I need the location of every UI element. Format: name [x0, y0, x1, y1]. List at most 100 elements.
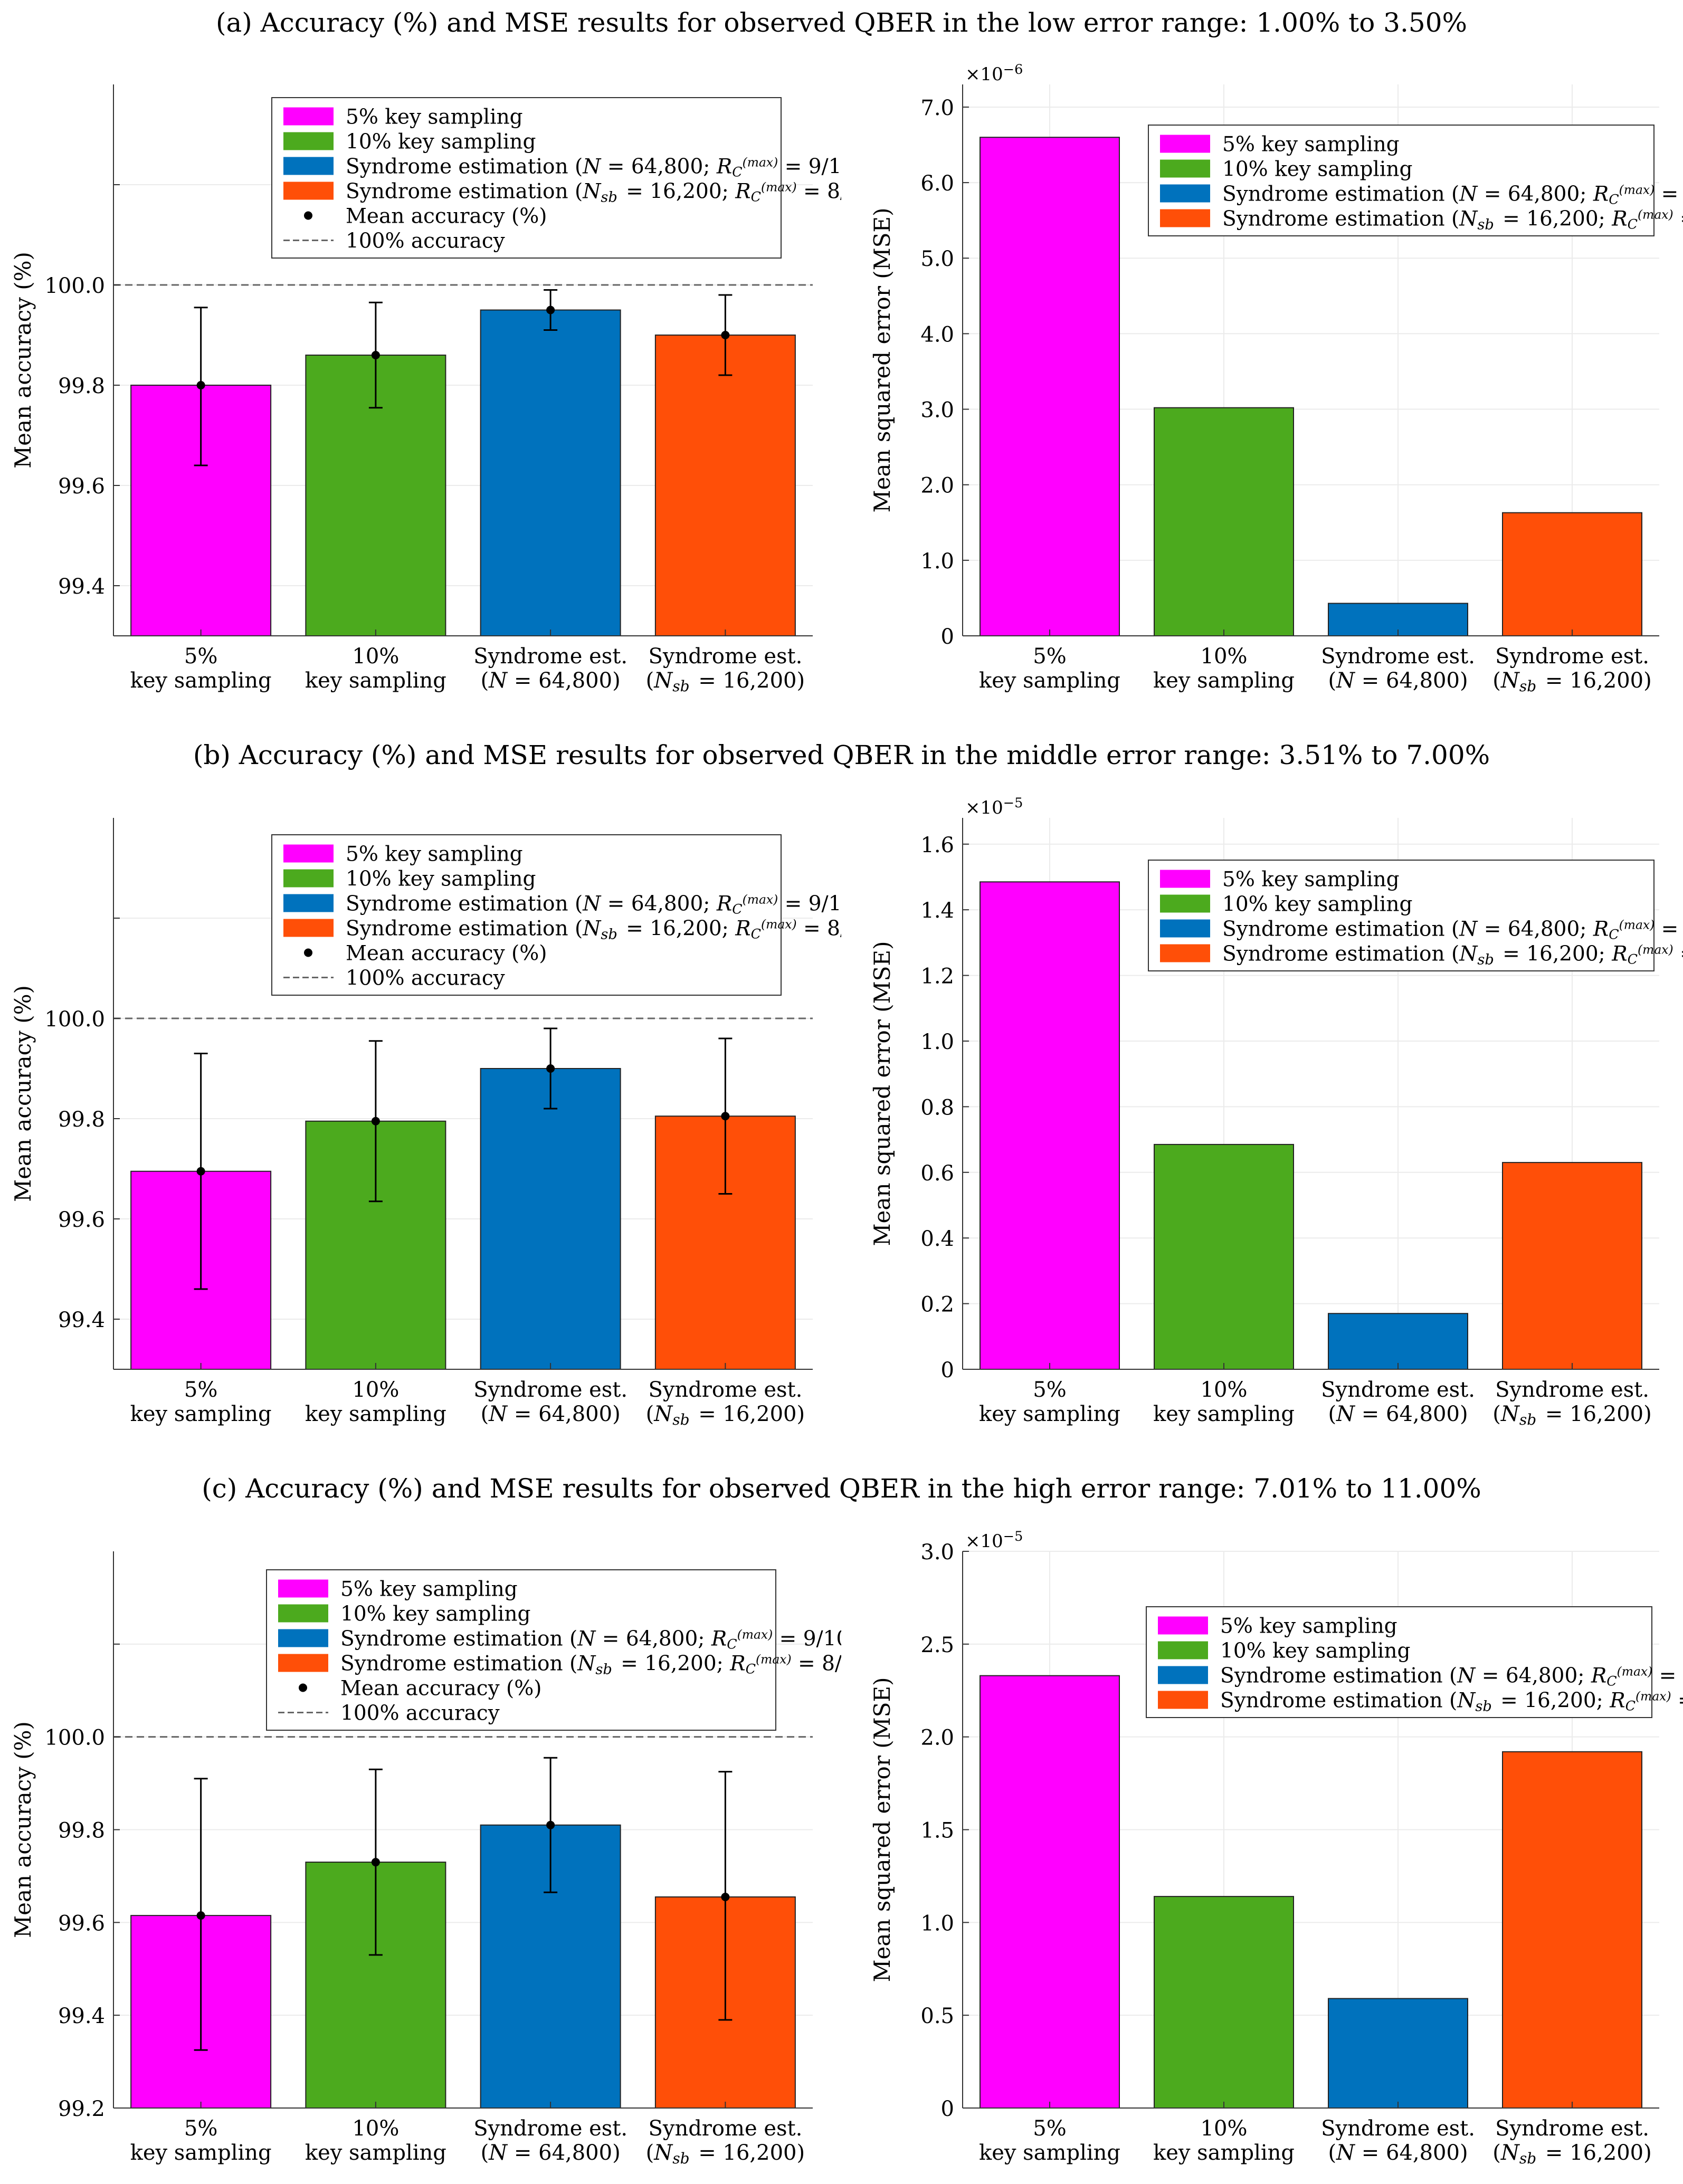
- legend-entry: 5% key sampling: [340, 1578, 518, 1601]
- y-tick-label: 100.0: [44, 1007, 105, 1032]
- x-tick-label: Syndrome est.: [1495, 1378, 1649, 1402]
- bar-key5: [980, 137, 1120, 636]
- mse-chart-middle-range: 0 0.2 0.4 0.6 0.8 1.0 1.2 1.4 1.6 ×10−5 Mean squar…: [869, 795, 1683, 1428]
- bar-syn16200: [654, 335, 796, 636]
- legend-entry: 10% key sampling: [1222, 893, 1412, 917]
- mse-chart-low-range: 0 1.0 2.0 3.0 4.0 5.0 6.0 7.0 ×10−6 Mean squared …: [869, 62, 1683, 695]
- legend-entry: Syndrome estimation (Nsb = 16,200; RC(ma…: [1222, 942, 1683, 968]
- legend-box: [1148, 125, 1655, 236]
- bar-syn16200: [1502, 1162, 1642, 1370]
- legend-swatch-key5: [1160, 870, 1210, 888]
- y-tick-label: 99.2: [58, 2097, 105, 2121]
- bar-key10: [1154, 1896, 1294, 2109]
- y-tick-label: 3.0: [920, 398, 954, 423]
- y-tick-label: 1.0: [920, 1911, 954, 1935]
- y-tick-label: 2.0: [920, 1726, 954, 1750]
- y-tick-label: 4.0: [920, 322, 954, 347]
- legend-entry: Syndrome estimation (Nsb = 16,200; RC(ma…: [1220, 1689, 1683, 1715]
- legend-mean-marker: [299, 1683, 307, 1692]
- x-tick-label: Syndrome est.: [473, 644, 627, 669]
- legend-entry: Syndrome estimation (Nsb = 16,200; RC(ma…: [340, 1652, 841, 1678]
- x-tick-label: 5%: [184, 644, 217, 669]
- x-tick-label: (Nsb = 16,200): [646, 669, 805, 695]
- bar-key5: [980, 881, 1120, 1370]
- legend-box: [1148, 860, 1655, 971]
- legend-swatch-key5: [1158, 1616, 1208, 1635]
- x-tick-label: 5%: [1033, 1378, 1066, 1402]
- y-tick-label: 1.5: [920, 1819, 954, 1843]
- y-tick-label: 7.0: [920, 96, 954, 120]
- y-tick-label: 100.0: [44, 1726, 105, 1750]
- accuracy-chart-high-range: 99.2 99.4 99.6 99.8 100.0 Mean accuracy (%) 5%…: [10, 1551, 841, 2167]
- x-tick-label: (N = 64,800): [1328, 669, 1468, 693]
- y-tick-label: 99.4: [58, 2004, 105, 2028]
- mean-accuracy-point: [546, 306, 555, 314]
- legend-swatch-key5: [283, 844, 334, 863]
- y-axis-multiplier: ×10−6: [965, 62, 1023, 85]
- y-tick-label: 1.0: [920, 549, 954, 574]
- y-tick-label: 99.8: [58, 1819, 105, 1843]
- x-tick-label: 10%: [352, 644, 399, 669]
- x-tick-label: Syndrome est.: [1321, 2116, 1475, 2141]
- legend-swatch-syn16200: [283, 919, 334, 937]
- legend-swatch-syn64800: [283, 894, 334, 912]
- mean-accuracy-point: [371, 1858, 380, 1867]
- legend-swatch-key5: [283, 107, 334, 126]
- legend-entry: 100% accuracy: [346, 230, 505, 253]
- y-axis-label: Mean squared error (MSE): [869, 208, 895, 513]
- x-tick-label: (Nsb = 16,200): [1492, 2141, 1651, 2167]
- y-axis-label: Mean accuracy (%): [10, 1721, 36, 1938]
- legend-entry: Syndrome estimation (Nsb = 16,200; RC(ma…: [346, 917, 841, 943]
- y-tick-label: 99.6: [58, 1208, 105, 1232]
- x-tick-label: key sampling: [979, 669, 1120, 693]
- bar-key10: [1154, 1143, 1294, 1370]
- legend-swatch-syn16200: [1160, 209, 1210, 227]
- y-tick-label: 1.4: [920, 899, 954, 923]
- x-tick-label: Syndrome est.: [473, 1378, 627, 1402]
- legend-mean-marker: [304, 948, 312, 957]
- x-tick-label: 5%: [1033, 644, 1066, 669]
- section-title-a: (a) Accuracy (%) and MSE results for obs…: [215, 7, 1468, 38]
- y-tick-label: 5.0: [920, 247, 954, 271]
- x-tick-label: 10%: [1201, 2116, 1248, 2141]
- x-tick-label: key sampling: [1153, 669, 1295, 693]
- x-tick-label: Syndrome est.: [473, 2116, 627, 2141]
- x-tick-label: 5%: [184, 1378, 217, 1402]
- y-axis-label: Mean squared error (MSE): [869, 941, 895, 1246]
- x-tick-label: (N = 64,800): [481, 669, 621, 693]
- y-tick-label: 2.5: [920, 1633, 954, 1657]
- legend-entry: Syndrome estimation (N = 64,800; RC(max)…: [1222, 918, 1683, 942]
- x-tick-label: Syndrome est.: [648, 1378, 802, 1402]
- legend-swatch-key10: [1160, 159, 1210, 178]
- x-tick-label: 5%: [1033, 2116, 1066, 2141]
- section-title-c: (c) Accuracy (%) and MSE results for obs…: [202, 1473, 1481, 1504]
- y-tick-label: 0.8: [920, 1095, 954, 1120]
- x-tick-label: Syndrome est.: [1321, 1378, 1475, 1402]
- y-tick-label: 99.6: [58, 474, 105, 499]
- legend-swatch-key10: [278, 1604, 328, 1623]
- legend-entry: Syndrome estimation (Nsb = 16,200; RC(ma…: [1222, 207, 1683, 233]
- legend-swatch-key10: [1158, 1641, 1208, 1660]
- legend-entry: Syndrome estimation (N = 64,800; RC(max)…: [1220, 1664, 1683, 1689]
- mean-accuracy-point: [546, 1064, 555, 1073]
- x-tick-label: 5%: [184, 2116, 217, 2141]
- x-tick-label: Syndrome est.: [1321, 644, 1475, 669]
- mean-accuracy-point: [196, 1911, 205, 1920]
- x-tick-label: key sampling: [130, 669, 272, 693]
- bar-syn16200: [1502, 1751, 1642, 2109]
- y-axis-label: Mean accuracy (%): [10, 985, 36, 1202]
- legend-entry: 5% key sampling: [1222, 133, 1400, 157]
- mean-accuracy-point: [546, 1820, 555, 1829]
- legend-swatch-syn16200: [283, 182, 334, 200]
- y-tick-label: 99.8: [58, 374, 105, 398]
- y-tick-label: 100.0: [44, 274, 105, 298]
- legend-entry: 5% key sampling: [346, 843, 523, 866]
- legend-swatch-syn64800: [1158, 1666, 1208, 1684]
- x-tick-label: (Nsb = 16,200): [646, 2141, 805, 2167]
- y-tick-label: 0.6: [920, 1161, 954, 1186]
- x-tick-label: key sampling: [979, 1402, 1120, 1426]
- y-axis-label: Mean squared error (MSE): [869, 1677, 895, 1982]
- bar-syn16200: [1502, 512, 1642, 636]
- y-tick-label: 99.4: [58, 1308, 105, 1332]
- y-tick-label: 1.6: [920, 833, 954, 857]
